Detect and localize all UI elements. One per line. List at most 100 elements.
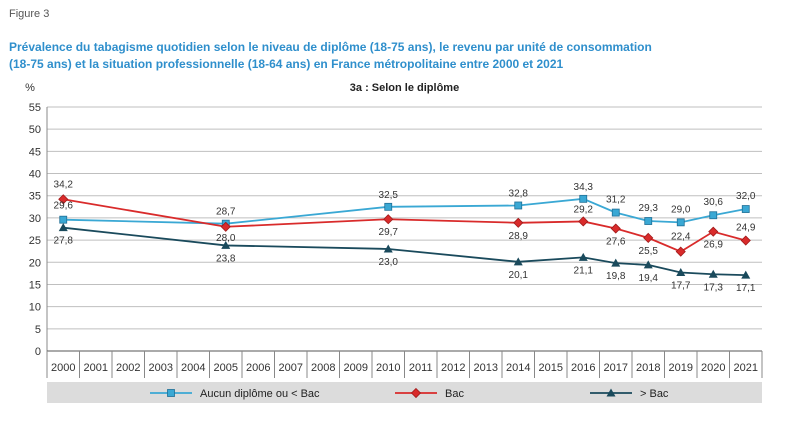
data-label-sup-bac-2016: 21,1 [574, 265, 594, 276]
data-point-sup-bac-2000 [58, 223, 68, 232]
data-label-aucun-diplome-2010: 32,5 [379, 190, 399, 201]
data-point-bac-2017 [610, 223, 621, 234]
data-point-sup-bac-2019 [676, 267, 686, 276]
data-point-aucun-diplome-2010 [384, 202, 393, 211]
x-tick-label-2016: 2016 [571, 362, 595, 374]
data-point-aucun-diplome-2016 [579, 194, 588, 203]
data-point-bac-2005 [220, 221, 231, 232]
data-point-aucun-diplome-2017 [611, 208, 620, 217]
gridlines [47, 106, 762, 352]
data-label-sup-bac-2005: 23,8 [216, 253, 236, 264]
x-tick-label-2004: 2004 [181, 362, 205, 374]
x-tick-label-2005: 2005 [214, 362, 238, 374]
chart-title-line-2: (18-75 ans) et la situation professionne… [9, 57, 564, 71]
data-point-bac-2014 [513, 217, 524, 228]
data-point-sup-bac-2020 [708, 269, 718, 278]
data-point-bac-2016 [578, 216, 589, 227]
legend-label-bac: Bac [445, 388, 464, 400]
data-point-bac-2018 [643, 232, 654, 243]
data-label-bac-2010: 29,7 [379, 227, 399, 238]
data-label-aucun-diplome-2014: 32,8 [509, 188, 529, 199]
x-tick-label-2001: 2001 [84, 362, 108, 374]
chart-title-line-1: Prévalence du tabagisme quotidien selon … [9, 40, 652, 54]
data-point-sup-bac-2016 [578, 252, 588, 261]
data-point-bac-2021 [740, 235, 751, 246]
legend: Aucun diplôme ou < Bac Bac > Bac [150, 387, 669, 400]
legend-label-sup-bac: > Bac [640, 388, 669, 400]
x-tick-label-2019: 2019 [669, 362, 693, 374]
x-tick-label-2015: 2015 [539, 362, 563, 374]
data-labels: 29,6 28,7 32,5 32,8 34,3 31,2 29,3 29,0 30,6 32,0… [54, 179, 756, 294]
x-tick-label-2010: 2010 [376, 362, 400, 374]
data-label-sup-bac-2017: 19,8 [606, 271, 626, 282]
data-point-aucun-diplome-2014 [514, 201, 523, 210]
data-label-bac-2020: 26,9 [704, 240, 724, 251]
y-tick-label: 10 [29, 302, 41, 314]
y-tick-label: 45 [29, 146, 41, 158]
data-label-bac-2014: 28,9 [509, 231, 529, 242]
data-point-aucun-diplome-2000 [59, 215, 68, 224]
data-label-aucun-diplome-2017: 31,2 [606, 195, 626, 206]
data-point-sup-bac-2014 [513, 257, 523, 266]
data-label-aucun-diplome-2000: 29,6 [54, 201, 74, 212]
legend-marker-sup-bac [606, 388, 616, 397]
data-label-bac-2021: 24,9 [736, 223, 756, 234]
legend-marker-bac [410, 387, 422, 399]
y-tick-label: 40 [29, 169, 41, 181]
x-tick-label-2014: 2014 [506, 362, 530, 374]
data-label-aucun-diplome-2018: 29,3 [639, 203, 659, 214]
x-tick-label-2021: 2021 [734, 362, 758, 374]
data-label-bac-2000: 34,2 [54, 179, 74, 190]
figure-label: Figure 3 [9, 8, 50, 20]
x-tick-label-2011: 2011 [409, 362, 433, 374]
data-label-aucun-diplome-2021: 32,0 [736, 191, 756, 202]
data-label-bac-2017: 27,6 [606, 237, 626, 248]
series [58, 194, 751, 279]
y-tick-label: 15 [29, 279, 41, 291]
data-point-aucun-diplome-2019 [676, 218, 685, 227]
data-point-aucun-diplome-2018 [644, 217, 653, 225]
x-tick-label-2006: 2006 [246, 362, 270, 374]
y-tick-label: 55 [29, 102, 41, 114]
data-label-sup-bac-2019: 17,7 [671, 280, 691, 291]
data-point-bac-2010 [383, 214, 394, 225]
data-label-sup-bac-2000: 27,8 [54, 236, 74, 247]
y-tick-label: 35 [29, 191, 41, 203]
x-tick-label-2013: 2013 [474, 362, 498, 374]
series-line-aucun-diplome [63, 197, 746, 225]
data-label-sup-bac-2018: 19,4 [639, 273, 659, 284]
data-point-aucun-diplome-2020 [709, 211, 718, 220]
data-point-sup-bac-2010 [383, 244, 393, 253]
data-point-bac-2019 [675, 246, 686, 257]
chart-title: Prévalence du tabagisme quotidien selon … [9, 39, 779, 73]
data-label-sup-bac-2021: 17,1 [736, 283, 756, 294]
data-label-aucun-diplome-2020: 30,6 [704, 197, 724, 208]
legend-label-aucun-diplome: Aucun diplôme ou < Bac [200, 388, 320, 400]
data-label-bac-2019: 22,4 [671, 232, 691, 243]
data-point-bac-2000 [58, 194, 69, 205]
y-tick-label: 25 [29, 235, 41, 247]
x-tick-label-2020: 2020 [701, 362, 725, 374]
data-point-aucun-diplome-2021 [741, 205, 750, 213]
series-line-bac [63, 198, 746, 253]
y-tick-label: 0 [35, 346, 41, 358]
x-tick-label-2000: 2000 [51, 362, 75, 374]
y-axis-label: % [25, 82, 35, 94]
data-point-sup-bac-2017 [611, 258, 621, 267]
data-point-bac-2020 [708, 226, 719, 237]
x-tick-label-2008: 2008 [311, 362, 335, 374]
y-tick-label: 5 [35, 324, 41, 336]
data-label-sup-bac-2014: 20,1 [509, 270, 529, 281]
y-tick-label: 50 [29, 124, 41, 136]
data-point-sup-bac-2021 [741, 270, 751, 279]
data-point-sup-bac-2005 [221, 240, 231, 249]
legend-marker-aucun-diplome [167, 389, 175, 397]
x-tick-label-2007: 2007 [279, 362, 303, 374]
data-label-sup-bac-2010: 23,0 [379, 257, 399, 268]
data-point-sup-bac-2018 [643, 260, 653, 269]
data-label-aucun-diplome-2016: 34,3 [574, 182, 594, 193]
y-tick-label: 20 [29, 257, 41, 269]
data-label-bac-2018: 25,5 [639, 246, 659, 257]
series-line-sup-bac [63, 226, 746, 277]
